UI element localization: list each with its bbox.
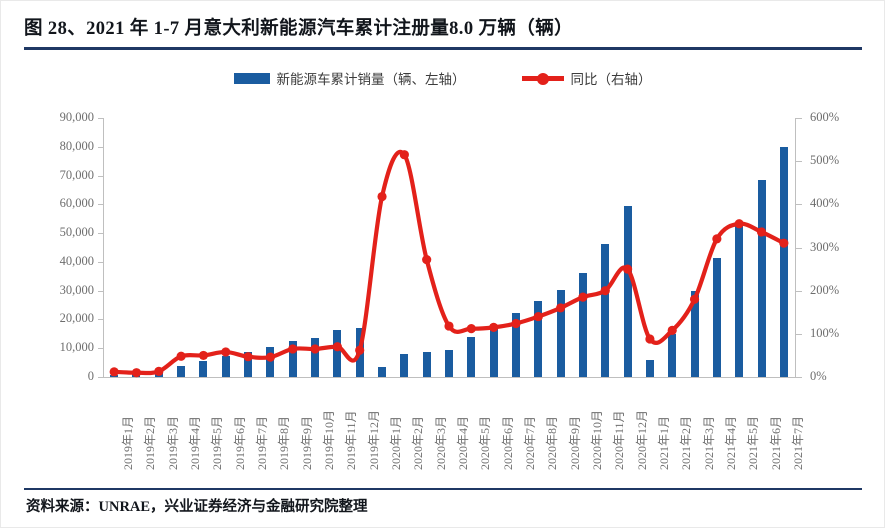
bar-swatch-icon: [233, 72, 270, 84]
line-marker-swatch-icon: [521, 72, 564, 85]
legend-label-line: 同比（右轴）: [570, 72, 652, 87]
legend-item-line[interactable]: 同比（右轴）: [521, 68, 652, 88]
footer-divider: [24, 488, 862, 490]
source-note: 资料来源：UNRAE，兴业证券经济与金融研究院整理: [26, 499, 368, 515]
legend-label-bars: 新能源车累计销量（辆、左轴）: [276, 72, 466, 87]
title-divider: [24, 47, 862, 50]
legend-item-bars[interactable]: 新能源车累计销量（辆、左轴）: [233, 68, 466, 88]
chart-legend: 新能源车累计销量（辆、左轴） 同比（右轴）: [0, 68, 885, 88]
figure-title-wrap: 图 28、2021 年 1-7 月意大利新能源汽车累计注册量8.0 万辆（辆）: [24, 14, 862, 40]
page-title: 图 28、2021 年 1-7 月意大利新能源汽车累计注册量8.0 万辆（辆）: [24, 19, 574, 39]
